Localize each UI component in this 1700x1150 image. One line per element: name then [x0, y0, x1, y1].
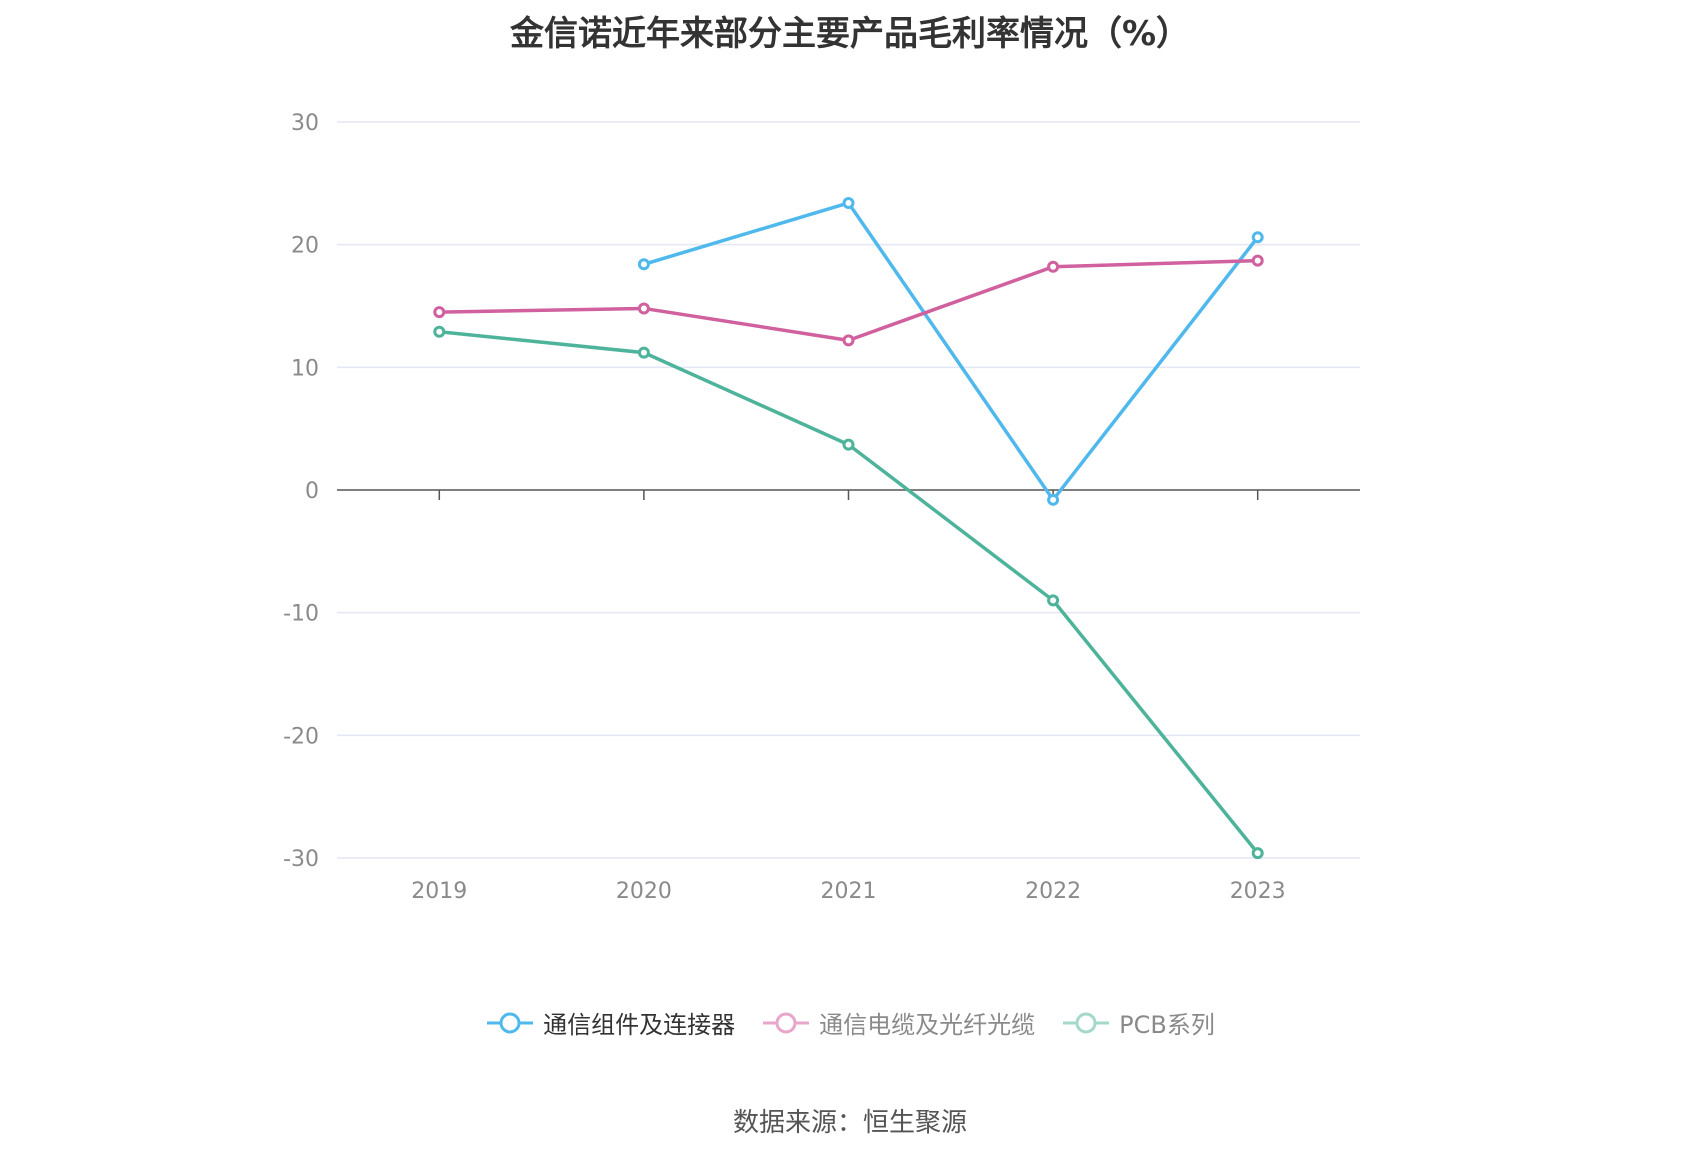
y-axis-ticks: 30 20 10 0 -10 -20 -30	[283, 111, 319, 872]
data-point[interactable]	[1047, 594, 1060, 607]
legend-item-series2[interactable]: 通信电缆及光纤光缆	[761, 1005, 1035, 1040]
data-point[interactable]	[637, 346, 650, 359]
series-3	[433, 325, 1264, 860]
series-2	[433, 254, 1264, 347]
legend-item-series1[interactable]: 通信组件及连接器	[485, 1005, 735, 1040]
series-lines	[433, 196, 1264, 860]
y-tick-label: 10	[291, 356, 319, 381]
series-line	[439, 330, 1260, 855]
legend-label: PCB系列	[1119, 1011, 1215, 1039]
legend-label: 通信组件及连接器	[543, 1011, 736, 1039]
series-line	[439, 258, 1258, 343]
line-chart: 30 20 10 0 -10 -20 -30 2019 2020 2021 2022 2023	[283, 111, 1360, 904]
legend-marker-icon	[763, 1012, 810, 1033]
chart-title: 金信诺近年来部分主要产品毛利率情况（%）	[509, 14, 1191, 54]
data-point[interactable]	[842, 334, 855, 347]
x-tick-label: 2021	[821, 879, 877, 904]
y-tick-label: -30	[283, 847, 319, 872]
data-point[interactable]	[1047, 493, 1060, 506]
x-tick-label: 2019	[411, 879, 467, 904]
legend: 通信组件及连接器 通信电缆及光纤光缆 PCB系列	[0, 1005, 1700, 1040]
data-point[interactable]	[842, 196, 855, 209]
legend-marker-icon	[1063, 1012, 1110, 1033]
x-tick-label: 2023	[1230, 879, 1286, 904]
y-tick-label: 30	[291, 111, 319, 136]
data-point[interactable]	[1251, 231, 1264, 244]
x-tick-label: 2022	[1025, 879, 1081, 904]
data-point[interactable]	[1251, 254, 1264, 267]
y-tick-label: 20	[291, 234, 319, 259]
data-point[interactable]	[1251, 847, 1264, 860]
legend-marker-icon	[487, 1012, 534, 1033]
y-tick-label: -10	[283, 602, 319, 627]
data-point[interactable]	[637, 302, 650, 315]
grid-lines	[337, 121, 1360, 859]
y-tick-label: -20	[283, 724, 319, 749]
data-source: 数据来源：恒生聚源	[732, 1108, 967, 1138]
x-axis	[337, 489, 1360, 500]
series-line	[643, 201, 1260, 502]
series-1	[637, 196, 1264, 506]
data-point[interactable]	[1047, 260, 1060, 273]
data-point[interactable]	[433, 306, 446, 319]
legend-item-series3[interactable]: PCB系列	[1061, 1005, 1215, 1040]
x-tick-label: 2020	[616, 879, 672, 904]
y-tick-label: 0	[305, 479, 319, 504]
x-axis-ticks: 2019 2020 2021 2022 2023	[411, 879, 1285, 904]
data-point[interactable]	[842, 438, 855, 451]
legend-label: 通信电缆及光纤光缆	[819, 1011, 1036, 1039]
data-point[interactable]	[433, 325, 446, 338]
data-point[interactable]	[637, 258, 650, 271]
